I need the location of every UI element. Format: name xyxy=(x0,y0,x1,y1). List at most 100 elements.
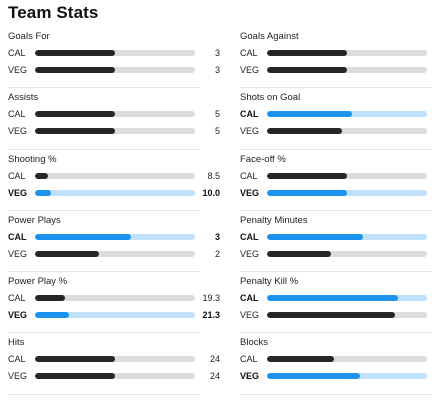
stat-value: 3 xyxy=(214,48,220,58)
stat-bar-fill xyxy=(35,50,115,56)
stat-bar-track xyxy=(35,172,195,179)
stat-bar-track xyxy=(35,111,195,118)
stat-bar-track xyxy=(35,189,195,196)
team-row-cal: CAL 24 xyxy=(8,353,220,365)
stat-bar-fill xyxy=(267,373,360,380)
stat-face-off-pct: Face-off % CAL VEG xyxy=(240,154,432,215)
stat-bar-fill xyxy=(35,172,48,179)
stat-power-play-pct: Power Play % CAL 19.3 VEG 21.3 xyxy=(8,276,220,337)
stat-bar-track xyxy=(267,373,427,380)
team-row-veg: VEG xyxy=(240,309,432,321)
stat-penalty-kill-pct: Penalty Kill % CAL VEG xyxy=(240,276,432,337)
team-row-veg: VEG xyxy=(240,248,432,260)
team-abbr: CAL xyxy=(240,48,258,58)
divider xyxy=(8,148,200,150)
team-abbr: VEG xyxy=(8,65,28,75)
stat-bar-track xyxy=(267,312,427,319)
stat-bar-fill xyxy=(35,373,115,380)
team-row-cal: CAL xyxy=(240,47,432,59)
team-abbr: VEG xyxy=(8,371,28,382)
divider xyxy=(240,393,432,395)
team-row-veg: VEG xyxy=(240,64,432,76)
stat-blocks: Blocks CAL VEG xyxy=(240,337,432,398)
stat-label: Power Plays xyxy=(8,214,61,226)
stat-value: 2 xyxy=(214,248,220,259)
team-row-cal: CAL xyxy=(240,353,432,365)
team-abbr: VEG xyxy=(240,248,260,259)
stat-bar-fill xyxy=(267,356,335,363)
stat-value: 8.5 xyxy=(207,170,220,181)
stat-bar-fill xyxy=(35,233,131,240)
stat-bar-track xyxy=(267,189,427,196)
stat-hits: Hits CAL 24 VEG 24 xyxy=(8,337,220,398)
stat-bar-track xyxy=(35,50,195,56)
stat-label: Penalty Minutes xyxy=(240,214,308,226)
team-row-cal: CAL 8.5 xyxy=(8,170,220,182)
stat-value: 5 xyxy=(214,109,220,120)
stat-label: Goals Against xyxy=(240,31,299,42)
stat-bar-track xyxy=(267,356,427,363)
stat-value: 5 xyxy=(214,126,220,137)
stat-bar-track xyxy=(267,50,427,56)
stat-bar-track xyxy=(35,233,195,240)
team-abbr: VEG xyxy=(8,187,28,198)
stat-label: Power Play % xyxy=(8,276,68,288)
stat-goals-against: Goals Against CAL VEG xyxy=(240,31,432,92)
stat-bar-fill xyxy=(35,295,66,302)
stat-bar-fill xyxy=(35,312,69,319)
stat-value: 3 xyxy=(214,65,220,75)
stat-value: 24 xyxy=(209,354,220,365)
stat-bar-track xyxy=(35,128,195,135)
stat-value: 24 xyxy=(209,371,220,382)
team-row-veg: VEG xyxy=(240,125,432,137)
team-abbr: VEG xyxy=(240,126,260,137)
stat-label: Shooting % xyxy=(8,153,57,165)
divider xyxy=(240,332,432,334)
stat-label: Penalty Kill % xyxy=(240,276,299,288)
team-row-veg: VEG 2 xyxy=(8,248,220,260)
team-abbr: VEG xyxy=(240,371,260,382)
stat-label: Hits xyxy=(8,337,25,349)
team-abbr: VEG xyxy=(240,310,260,321)
stat-bar-fill xyxy=(35,356,115,363)
team-abbr: VEG xyxy=(240,187,260,198)
stat-label: Blocks xyxy=(240,337,268,349)
team-row-cal: CAL 19.3 xyxy=(8,292,220,304)
team-abbr: CAL xyxy=(8,293,26,304)
stat-bar-track xyxy=(35,250,195,257)
divider xyxy=(8,393,200,395)
stat-bar-fill xyxy=(267,50,347,56)
stat-bar-track xyxy=(267,250,427,257)
team-abbr: CAL xyxy=(240,354,258,365)
divider xyxy=(240,87,432,89)
divider xyxy=(240,271,432,273)
stat-shooting-pct: Shooting % CAL 8.5 VEG 10.0 xyxy=(8,153,220,215)
stat-label: Goals For xyxy=(8,31,50,42)
team-abbr: CAL xyxy=(240,231,259,242)
stat-bar-track xyxy=(267,111,427,118)
stat-bar-track xyxy=(35,67,195,73)
stat-label: Face-off % xyxy=(240,153,286,165)
team-abbr: CAL xyxy=(8,109,26,120)
team-row-veg: VEG 10.0 xyxy=(8,187,220,199)
stat-bar-track xyxy=(267,295,427,302)
team-abbr: CAL xyxy=(240,170,258,181)
stat-bar-track xyxy=(35,295,195,302)
stat-bar-track xyxy=(267,172,427,179)
team-abbr: CAL xyxy=(240,109,259,120)
divider xyxy=(8,271,200,273)
divider xyxy=(8,332,200,334)
team-abbr: CAL xyxy=(8,48,26,58)
team-row-cal: CAL 5 xyxy=(8,108,220,120)
team-abbr: VEG xyxy=(8,126,28,137)
stat-bar-fill xyxy=(267,172,347,179)
stat-bar-fill xyxy=(35,128,115,135)
team-row-veg: VEG 5 xyxy=(8,125,220,137)
stat-bar-fill xyxy=(267,312,395,319)
stat-bar-fill xyxy=(35,111,115,118)
team-row-veg: VEG 3 xyxy=(8,64,220,76)
team-abbr: CAL xyxy=(8,354,26,365)
divider xyxy=(8,209,200,211)
team-row-veg: VEG xyxy=(240,370,432,382)
stat-bar-track xyxy=(267,233,427,240)
